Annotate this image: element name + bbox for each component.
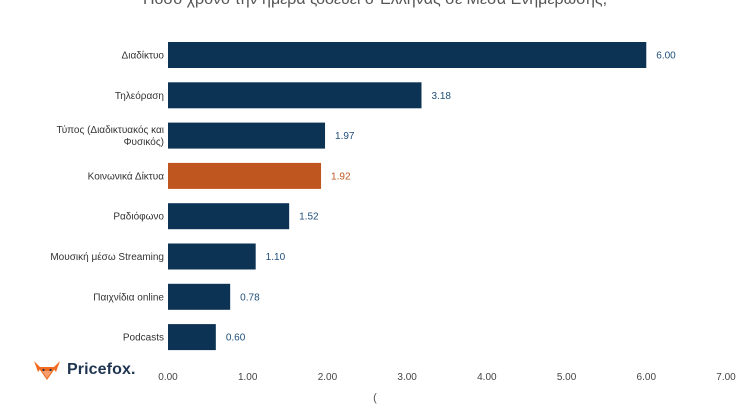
x-tick-label: 4.00: [477, 372, 497, 383]
data-label: 1.52: [299, 212, 319, 223]
chart-title: Πόσο χρόνο την ημέρα ζοδεύει ο Έλληνας σ…: [0, 0, 750, 9]
x-tick-label: 6.00: [637, 372, 657, 383]
x-tick-label: 2.00: [318, 372, 338, 383]
category-label: Μουσική μέσω Streaming: [50, 251, 164, 263]
category-label: Τύπος (Διαδικτυακός και Φυσικός): [56, 124, 164, 148]
category-label: Κοινωνικά Δίκτυα: [88, 170, 165, 182]
bar: [168, 122, 326, 149]
x-axis-label: (: [373, 392, 377, 404]
bar: [168, 283, 231, 310]
x-tick-label: 1.00: [238, 372, 258, 383]
bar: [168, 42, 647, 68]
bar: [168, 324, 216, 351]
data-label: 0.78: [240, 292, 260, 303]
category-label: Παιχνίδια online: [93, 291, 164, 303]
category-label: Τηλεόραση: [115, 90, 164, 102]
bar: [168, 203, 290, 230]
bar: [168, 162, 322, 189]
x-tick-label: 7.00: [716, 372, 736, 383]
data-label: 1.10: [266, 252, 286, 263]
bar: [168, 82, 422, 109]
data-label: 0.60: [226, 333, 246, 344]
data-label: 1.92: [331, 171, 351, 182]
category-label: Ραδιόφωνο: [113, 211, 164, 223]
x-tick-label: 0.00: [158, 372, 178, 383]
category-label: Podcasts: [123, 333, 164, 344]
category-label: Διαδίκτυο: [122, 50, 165, 62]
brand-logo: Pricefox.: [32, 359, 136, 381]
data-label: 3.18: [431, 91, 451, 102]
brand-name: Pricefox.: [67, 361, 136, 378]
data-label: 1.97: [335, 131, 355, 142]
data-label: 6.00: [656, 51, 676, 62]
fox-icon: [34, 361, 60, 380]
x-tick-label: 3.00: [397, 372, 417, 383]
x-tick-label: 5.00: [557, 372, 577, 383]
bar: [168, 243, 256, 270]
